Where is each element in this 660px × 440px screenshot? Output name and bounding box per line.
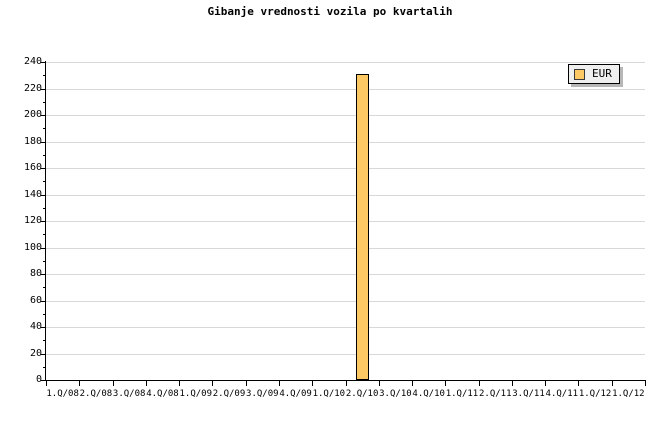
x-axis-tick-label: 4.Q/11 [545, 389, 579, 399]
gridline [46, 274, 645, 275]
y-axis-tick-label: 100 [23, 241, 42, 253]
x-axis-tick-label: 1.Q/12 [578, 389, 612, 399]
gridline [46, 115, 645, 116]
x-axis-tick-label: 2.Q/10 [345, 389, 379, 399]
y-axis-tick [41, 353, 46, 355]
x-axis-tick [479, 381, 480, 386]
x-axis-tick [412, 381, 413, 386]
y-axis-tick-label: 140 [23, 188, 42, 200]
y-axis-tick-label: 80 [29, 268, 42, 279]
y-axis-tick-label: 120 [23, 215, 42, 226]
legend: EUR [568, 64, 620, 84]
y-axis-tick-label: 240 [23, 56, 42, 67]
y-axis-tick-label: 0 [35, 374, 42, 385]
x-axis-tick-label: 1.Q/08 [46, 389, 79, 399]
x-axis-tick [445, 381, 446, 386]
y-axis-tick [41, 194, 46, 196]
y-axis-tick [41, 327, 46, 328]
x-axis-tick-label: 3.Q/11 [512, 389, 545, 399]
y-axis-tick [41, 88, 46, 90]
x-axis-tick [312, 381, 313, 386]
gridline [46, 300, 645, 302]
y-axis-minor-tick [43, 128, 46, 130]
x-axis-tick-label: 3.Q/09 [246, 389, 279, 399]
y-axis-minor-tick [43, 260, 46, 262]
x-axis-tick [512, 381, 513, 386]
y-axis-labels: 0 20 40 60 80 100 120 140 160 180 200 220 240 [0, 0, 42, 440]
y-axis-tick-label: 160 [23, 162, 42, 173]
y-axis-tick [41, 115, 46, 116]
y-axis-minor-tick [43, 313, 46, 315]
x-axis-tick [346, 381, 347, 386]
x-axis-tick-label: 1.Q/09 [179, 389, 212, 399]
y-axis-tick [41, 300, 46, 302]
x-axis-tick-label: 3.Q/08 [112, 389, 146, 399]
x-axis-tick-label: 3.Q/10 [379, 389, 412, 399]
x-axis-tick [246, 381, 247, 386]
x-axis-tick-label: 1.Q/10 [312, 389, 346, 399]
gridline [46, 327, 645, 328]
x-axis-tick-label: 2.Q/09 [212, 389, 246, 399]
y-axis-minor-tick [43, 340, 46, 342]
legend-swatch-eur [574, 68, 585, 80]
x-axis-tick-label: 4.Q/09 [279, 389, 312, 399]
x-axis-tick-label: 1.Q/11 [445, 389, 479, 399]
x-axis-tick [279, 381, 280, 386]
x-axis-tick [545, 381, 546, 386]
gridline [46, 62, 645, 63]
x-axis-end-tick [645, 381, 646, 386]
y-axis-tick-label: 220 [23, 82, 42, 94]
x-axis-tick [79, 381, 80, 386]
x-axis-tick [578, 381, 579, 386]
gridline [46, 221, 645, 222]
y-axis-minor-tick [43, 75, 46, 77]
y-axis-tick [41, 141, 46, 143]
x-axis-tick-label: 2.Q/08 [79, 389, 113, 399]
y-axis-tick-label: 60 [29, 294, 42, 306]
legend-label-eur: EUR [592, 67, 612, 80]
plot-area [46, 62, 645, 380]
gridline [46, 168, 645, 169]
gridline [46, 247, 645, 249]
y-axis-tick-label: 200 [23, 109, 42, 120]
x-axis-tick-label: 4.Q/08 [146, 389, 179, 399]
y-axis-tick-label: 20 [29, 347, 42, 359]
gridline [46, 194, 645, 196]
y-axis-tick [41, 380, 46, 381]
y-axis-minor-tick [43, 234, 46, 236]
y-axis-minor-tick [43, 287, 46, 289]
x-axis-tick-label: 4.Q/10 [412, 389, 445, 399]
y-axis-minor-tick [43, 181, 46, 183]
gridline [46, 353, 645, 355]
x-axis-tick [612, 381, 613, 386]
y-axis-tick [41, 221, 46, 222]
y-axis-tick [41, 62, 46, 63]
gridline [46, 88, 645, 90]
x-axis-tick [212, 381, 213, 386]
y-axis-tick-label: 180 [23, 135, 42, 147]
y-axis-minor-tick [43, 366, 46, 368]
y-axis-tick [41, 247, 46, 249]
y-axis-minor-tick [43, 154, 46, 156]
x-axis-line [45, 380, 646, 381]
x-axis-tick [179, 381, 180, 386]
x-axis-tick [379, 381, 380, 386]
y-axis-minor-tick [43, 207, 46, 209]
gridline [46, 141, 645, 143]
y-axis-tick [41, 168, 46, 169]
x-axis-tick [113, 381, 114, 386]
y-axis-minor-tick [43, 101, 46, 103]
y-axis-tick-label: 40 [29, 321, 42, 332]
x-axis-end-tick [46, 381, 47, 386]
y-axis-tick [41, 274, 46, 275]
bar [356, 74, 369, 380]
x-axis-tick-label: 1.Q/12 [612, 389, 645, 399]
x-axis-tick-label: 2.Q/11 [478, 389, 512, 399]
chart-title: Gibanje vrednosti vozila po kvartalih [207, 5, 453, 18]
x-axis-tick [146, 381, 147, 386]
